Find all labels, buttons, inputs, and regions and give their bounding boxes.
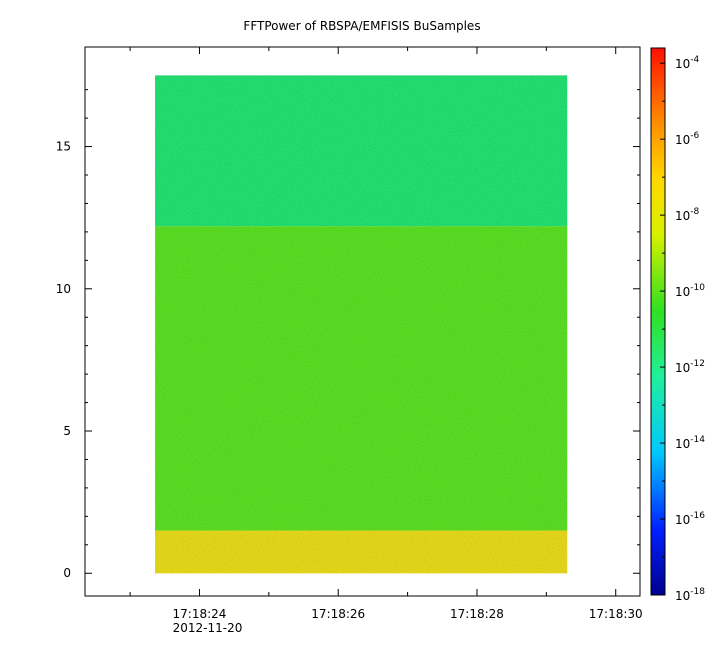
x-tick-sublabel: 2012-11-20 [173,621,243,635]
x-tick-label: 17:18:30 [589,607,643,621]
colorbar [650,47,666,596]
y-tick-label: 15 [56,140,71,154]
colorbar-tick-label: 10-8 [675,207,700,223]
x-tick-label: 17:18:28 [450,607,504,621]
colorbar-tick-label: 10-16 [675,511,705,527]
chart-title: FFTPower of RBSPA/EMFISIS BuSamples [243,19,480,33]
colorbar-tick-label: 10-4 [675,55,700,71]
colorbar-tick-label: 10-12 [675,359,705,375]
y-tick-label: 5 [63,424,71,438]
colorbar-tick-label: 10-10 [675,283,705,299]
spectrogram-image [155,75,568,574]
colorbar-tick-label: 10-6 [675,131,700,147]
colorbar-axis: 10-4 10-6 10-8 10-10 10-12 10-14 10-16 10-18 [660,55,705,603]
x-tick-label: 17:18:26 [311,607,365,621]
spectrogram-texture-light [155,226,568,574]
colorbar-tick-label: 10-14 [675,435,705,451]
colorbar-tick-label: 10-18 [675,587,705,603]
y-tick-label: 10 [56,282,71,296]
x-tick-label: 17:18:24 [173,607,227,621]
y-tick-label: 0 [63,566,71,580]
y-axis: 0 5 10 15 [56,89,640,580]
